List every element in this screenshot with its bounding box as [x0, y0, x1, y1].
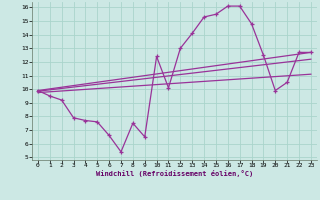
X-axis label: Windchill (Refroidissement éolien,°C): Windchill (Refroidissement éolien,°C) — [96, 170, 253, 177]
